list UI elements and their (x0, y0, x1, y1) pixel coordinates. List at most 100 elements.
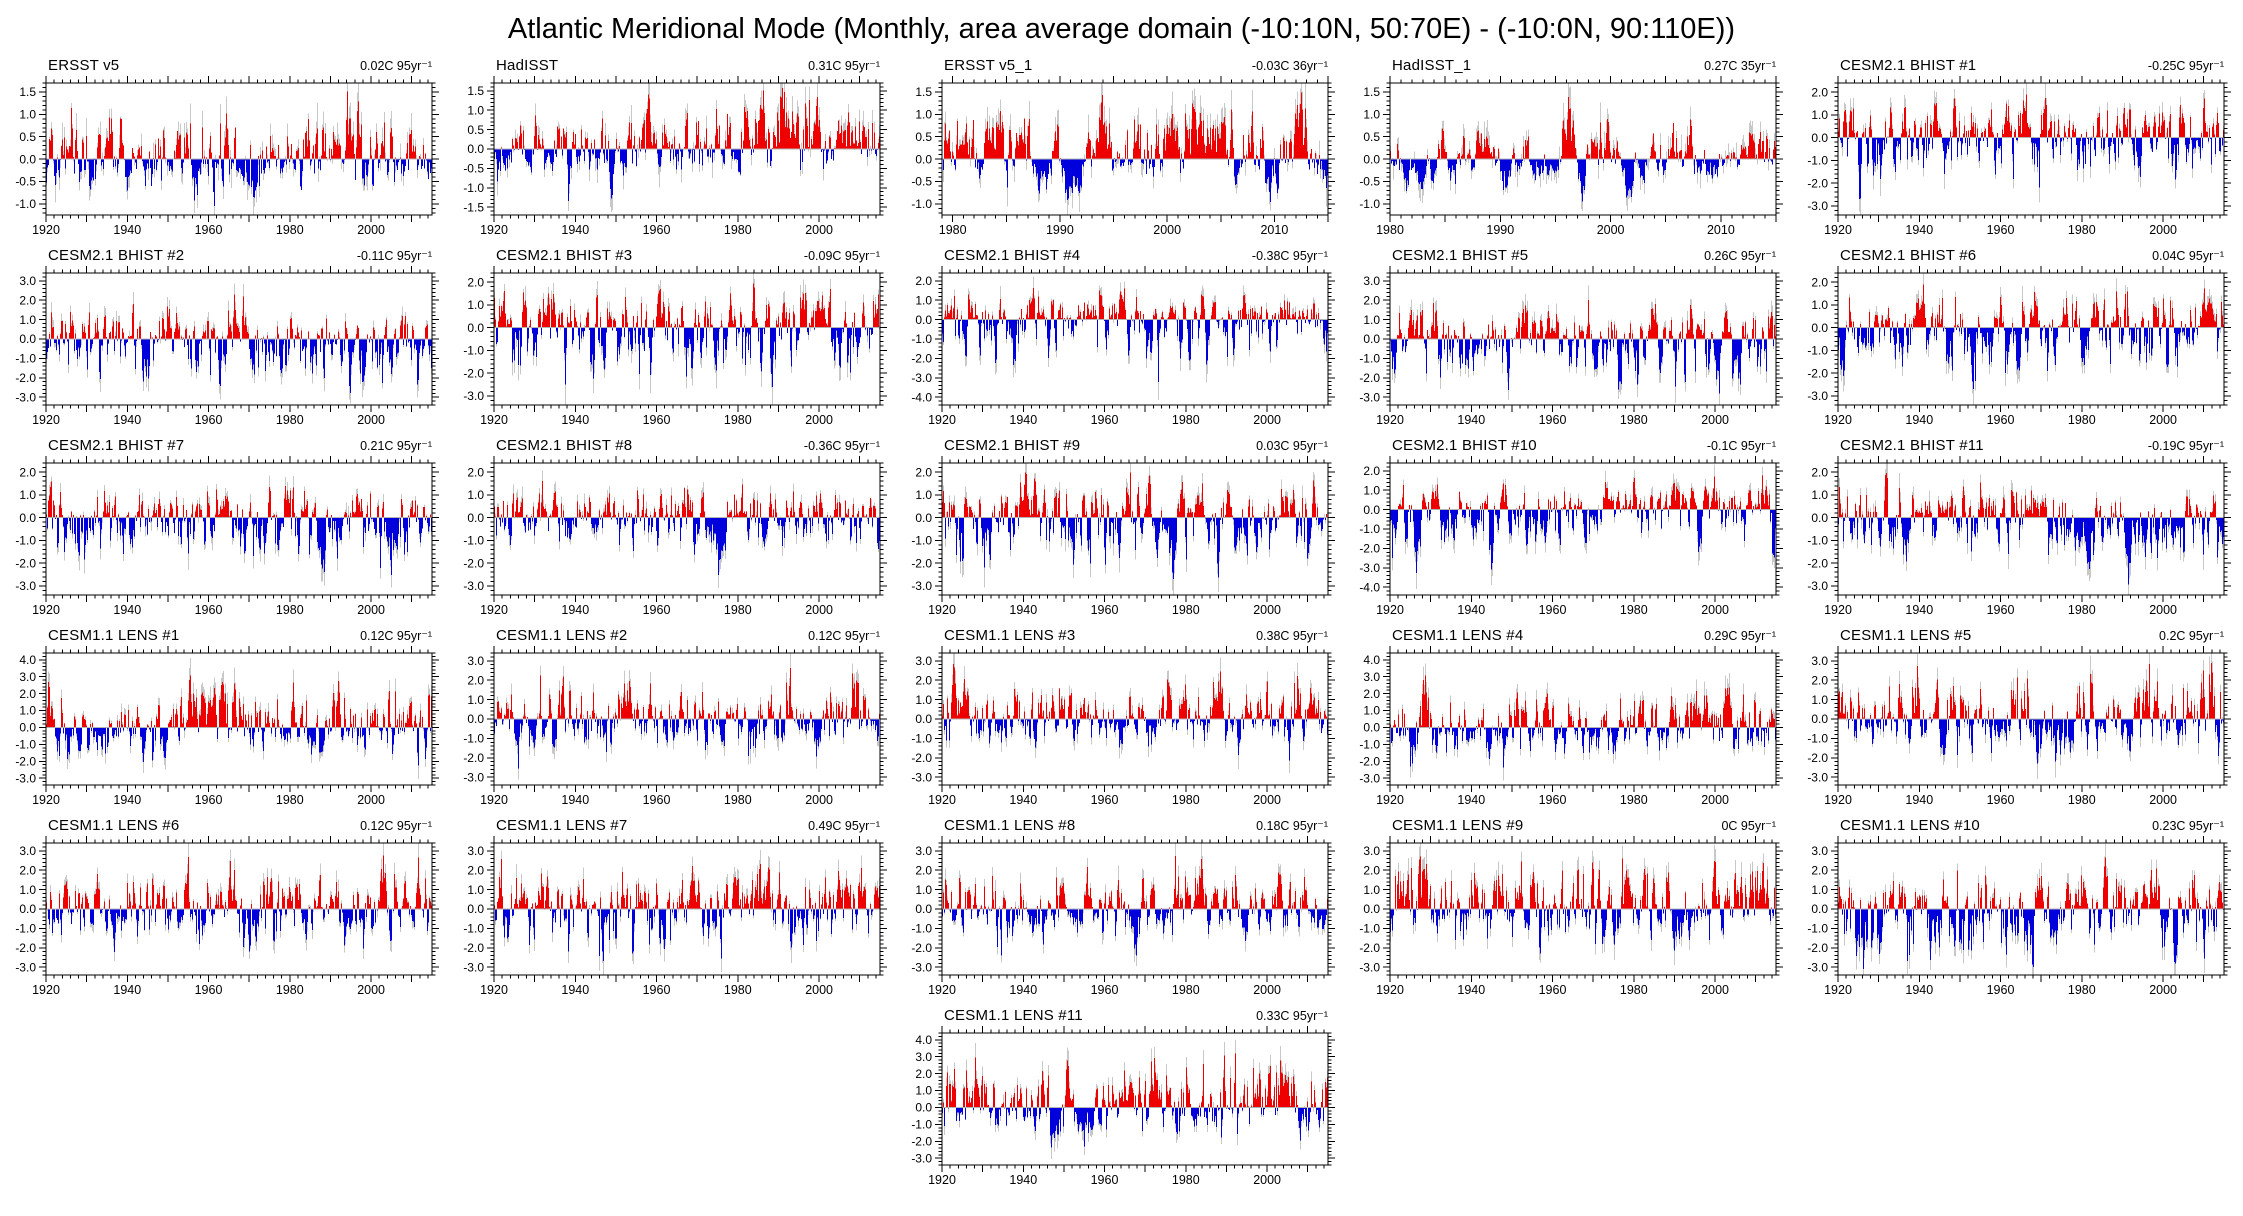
x-tick-label: 1980 (2068, 603, 2096, 617)
x-axis-labels: 1920 1940 1960 1980 2000 (928, 793, 1281, 807)
x-tick-label: 1940 (1905, 413, 1933, 427)
y-tick-label: -3.0 (463, 579, 484, 593)
bars-positive (943, 856, 1328, 909)
x-tick-label: 1960 (195, 793, 223, 807)
y-tick-label: 1.0 (915, 488, 932, 502)
y-tick-label: -2.0 (15, 556, 36, 570)
bars-raw-monthly (1390, 663, 1776, 781)
y-tick-label: -2.0 (911, 352, 932, 366)
y-tick-label: -2.0 (15, 755, 36, 769)
y-tick-label: 3.0 (1811, 654, 1828, 668)
panel-trend-label: 0.21C 95yr⁻¹ (360, 439, 432, 453)
y-tick-label: 0.5 (915, 130, 932, 144)
panel-header: ERSST v5 0.02C 95yr⁻¹ (0, 51, 448, 75)
y-axis-labels: -1.5 -1.0 -0.5 0.0 0.5 1.0 1.5 (463, 84, 484, 214)
x-tick-label: 1980 (1172, 1173, 1200, 1187)
panel-title: CESM1.1 LENS #6 (48, 817, 180, 834)
y-tick-label: -1.0 (1807, 534, 1828, 548)
y-tick-label: 0.0 (467, 511, 484, 525)
y-axis-labels: -3.0 -2.0 -1.0 0.0 1.0 2.0 3.0 (15, 274, 36, 404)
y-axis-labels: -3.0 -2.0 -1.0 0.0 1.0 2.0 (463, 465, 484, 593)
y-tick-label: -3.0 (15, 771, 36, 785)
y-tick-label: -1.0 (1359, 922, 1380, 936)
chart-panel: ERSST v5 0.02C 95yr⁻¹ -1.0 -0.5 0.0 0.5 1.0 1.5… (0, 51, 448, 241)
x-tick-label: 1920 (1824, 983, 1852, 997)
y-tick-label: 3.0 (1363, 670, 1380, 684)
panel-plot: -3.0 -2.0 -1.0 0.0 1.0 2.0 3.0 1920 1940 1960 1980… (463, 646, 887, 807)
y-tick-label: 1.5 (1363, 85, 1380, 99)
bars-positive (1394, 856, 1775, 909)
y-tick-label: 3.0 (915, 654, 932, 668)
x-tick-label: 2000 (805, 603, 833, 617)
plot-frame (45, 462, 433, 596)
y-tick-label: -2.0 (463, 941, 484, 955)
x-tick-label: 1980 (1172, 413, 1200, 427)
y-axis-labels: -4.0 -3.0 -2.0 -1.0 0.0 1.0 2.0 (1359, 464, 1380, 594)
panel-header: ERSST v5_1 -0.03C 36yr⁻¹ (896, 51, 1344, 75)
y-tick-label: -3.0 (15, 390, 36, 404)
y-tick-label: -2.0 (463, 751, 484, 765)
x-tick-label: 1940 (1009, 793, 1037, 807)
y-tick-label: -1.0 (1359, 522, 1380, 536)
bars-positive (1838, 857, 2223, 909)
panel-title: CESM2.1 BHIST #4 (944, 247, 1081, 264)
y-tick-label: 2.0 (1363, 687, 1380, 701)
chart-panel: CESM2.1 BHIST #10 -0.1C 95yr⁻¹ -4.0 -3.0 -2.… (1344, 431, 1792, 621)
panel-header: CESM1.1 LENS #7 0.49C 95yr⁻¹ (448, 811, 896, 835)
x-tick-label: 1960 (1987, 793, 2015, 807)
y-tick-label: 3.0 (19, 844, 36, 858)
x-tick-label: 2000 (357, 983, 385, 997)
y-tick-label: -3.0 (911, 770, 932, 784)
y-tick-label: 2.0 (915, 274, 932, 288)
panel-trend-label: 0.03C 95yr⁻¹ (1256, 439, 1328, 453)
y-tick-label: -2.0 (1807, 176, 1828, 190)
y-tick-label: -2.0 (1807, 751, 1828, 765)
panel-title: CESM1.1 LENS #9 (1392, 817, 1524, 834)
plot-frame (493, 462, 881, 596)
y-tick-label: 2.0 (1363, 293, 1380, 307)
chart-panel: ERSST v5_1 -0.03C 36yr⁻¹ -1.0 -0.5 0.0 0.5 1.0… (896, 51, 1344, 241)
y-tick-label: 0.0 (1363, 332, 1380, 346)
plot-frame (1837, 272, 2225, 406)
panel-plot: -3.0 -2.0 -1.0 0.0 1.0 2.0 1920 1940 1960 1980 200… (463, 456, 887, 617)
panel-plot: -1.5 -1.0 -0.5 0.0 0.5 1.0 1.5 1920 1940 1960 1980… (463, 76, 887, 237)
panel-title: CESM2.1 BHIST #8 (496, 437, 633, 454)
x-tick-label: 1920 (480, 603, 508, 617)
x-tick-label: 1940 (1905, 983, 1933, 997)
bars-negative (1842, 909, 2224, 970)
y-tick-label: 2.0 (915, 1067, 932, 1081)
bars-raw-monthly (494, 470, 880, 589)
y-tick-label: 0.0 (915, 1101, 932, 1115)
y-tick-label: 0.0 (1811, 321, 1828, 335)
chart-panel: CESM1.1 LENS #4 0.29C 95yr⁻¹ -3.0 -2.0 -1.0 0… (1344, 621, 1792, 811)
panel-plot: -3.0 -2.0 -1.0 0.0 1.0 2.0 1920 1940 1960 1980 200… (463, 266, 887, 427)
y-tick-label: 2.0 (19, 687, 36, 701)
panel-title: CESM2.1 BHIST #3 (496, 247, 633, 264)
plot-frame (45, 652, 433, 786)
y-axis-labels: -3.0 -2.0 -1.0 0.0 1.0 2.0 3.0 (911, 844, 932, 974)
y-tick-label: -3.0 (911, 960, 932, 974)
panel-header: CESM1.1 LENS #3 0.38C 95yr⁻¹ (896, 621, 1344, 645)
chart-panel: CESM1.1 LENS #1 0.12C 95yr⁻¹ -3.0 -2.0 -1.0 0… (0, 621, 448, 811)
panel-header: CESM2.1 BHIST #4 -0.38C 95yr⁻¹ (896, 241, 1344, 265)
bars-positive (501, 87, 880, 149)
plot-frame (941, 272, 1329, 406)
x-tick-label: 1960 (195, 983, 223, 997)
bars-negative (1838, 517, 2224, 585)
chart-panel: CESM1.1 LENS #11 0.33C 95yr⁻¹ -3.0 -2.0 -1.0… (896, 1001, 1344, 1191)
panel-title: ERSST v5_1 (944, 57, 1033, 74)
y-tick-label: -2.0 (911, 751, 932, 765)
axis-ticks (487, 456, 887, 602)
panel-plot: -4.0 -3.0 -2.0 -1.0 0.0 1.0 2.0 1920 1940 1960 198… (911, 266, 1335, 427)
x-tick-label: 1960 (195, 223, 223, 237)
bars-positive (1846, 284, 2224, 328)
x-tick-label: 1940 (1009, 603, 1037, 617)
y-tick-label: 1.0 (467, 103, 484, 117)
y-axis-labels: -3.0 -2.0 -1.0 0.0 1.0 2.0 3.0 (911, 654, 932, 784)
y-tick-label: -1.0 (463, 181, 484, 195)
panel-trend-label: 0.12C 95yr⁻¹ (808, 629, 880, 643)
y-tick-label: 0.0 (1363, 503, 1380, 517)
x-tick-label: 1940 (1905, 603, 1933, 617)
panel-header: HadISST_1 0.27C 35yr⁻¹ (1344, 51, 1792, 75)
x-tick-label: 1920 (480, 793, 508, 807)
